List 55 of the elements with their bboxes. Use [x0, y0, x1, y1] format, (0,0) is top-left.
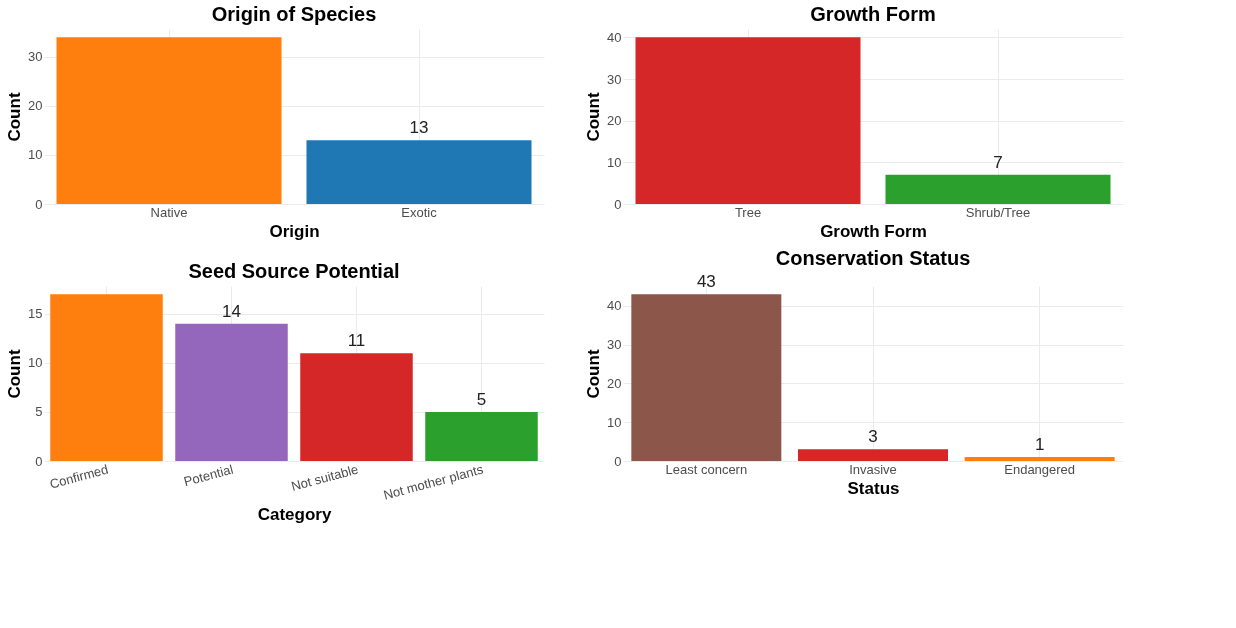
y-axis-title: Count [584, 92, 604, 142]
y-axis-title: Count [5, 349, 25, 399]
bar [425, 411, 538, 461]
data-label: 1 [1034, 435, 1045, 455]
bar [50, 294, 163, 461]
x-axis-title: Origin [269, 221, 320, 241]
x-tick-label: Potential [182, 461, 235, 490]
x-tick-label: Not mother plants [381, 461, 486, 503]
y-tick-label: 30 [607, 337, 622, 353]
data-label: 14 [222, 301, 241, 321]
y-tick-label: 30 [607, 71, 622, 87]
y-tick-label: 40 [607, 298, 622, 314]
x-tick-label: Endangered [1004, 461, 1076, 477]
data-label: 3 [868, 427, 878, 447]
x-tick-label: Tree [734, 204, 762, 220]
bar [798, 449, 948, 461]
y-tick-label: 10 [607, 154, 622, 170]
y-tick-label: 10 [607, 414, 622, 430]
y-tick-label: 0 [35, 196, 43, 212]
x-tick-label: Least concern [665, 461, 748, 477]
chart-title: Conservation Status [775, 247, 971, 270]
data-label: 43 [696, 272, 716, 292]
x-tick-label: Shrub/Tree [965, 204, 1031, 220]
data-label: 11 [347, 331, 366, 351]
y-tick-label: 5 [35, 404, 43, 420]
x-axis-title: Growth Form [820, 221, 927, 241]
x-tick-label: Not suitable [289, 461, 360, 494]
y-tick-label: 15 [28, 306, 43, 322]
y-tick-label: 10 [28, 355, 43, 371]
chart-title: Seed Source Potential [188, 260, 400, 282]
y-tick-label: 10 [28, 147, 43, 163]
y-axis-title: Count [5, 92, 25, 142]
bar [964, 457, 1115, 461]
y-tick-label: 0 [35, 453, 43, 469]
x-tick-label: Exotic [401, 204, 438, 220]
y-axis-title: Count [584, 349, 604, 399]
y-tick-label: 40 [607, 29, 622, 45]
y-tick-label: 0 [614, 453, 622, 469]
x-tick-label: Invasive [849, 461, 897, 477]
y-tick-label: 0 [614, 196, 622, 212]
data-label: 5 [476, 389, 487, 409]
y-tick-label: 20 [28, 98, 43, 114]
chart-title: Origin of Species [211, 3, 377, 25]
x-axis-title: Category [257, 504, 332, 524]
y-tick-label: 20 [607, 375, 622, 391]
bar [631, 294, 782, 461]
data-label: 7 [993, 152, 1003, 172]
y-tick-label: 20 [607, 113, 622, 129]
y-tick-label: 30 [28, 49, 43, 65]
x-axis-title: Status [847, 478, 900, 498]
bar [300, 353, 413, 461]
x-tick-label: Native [150, 204, 188, 220]
data-label: 13 [409, 118, 429, 138]
bar [175, 323, 288, 461]
chart-title: Growth Form [810, 3, 936, 25]
